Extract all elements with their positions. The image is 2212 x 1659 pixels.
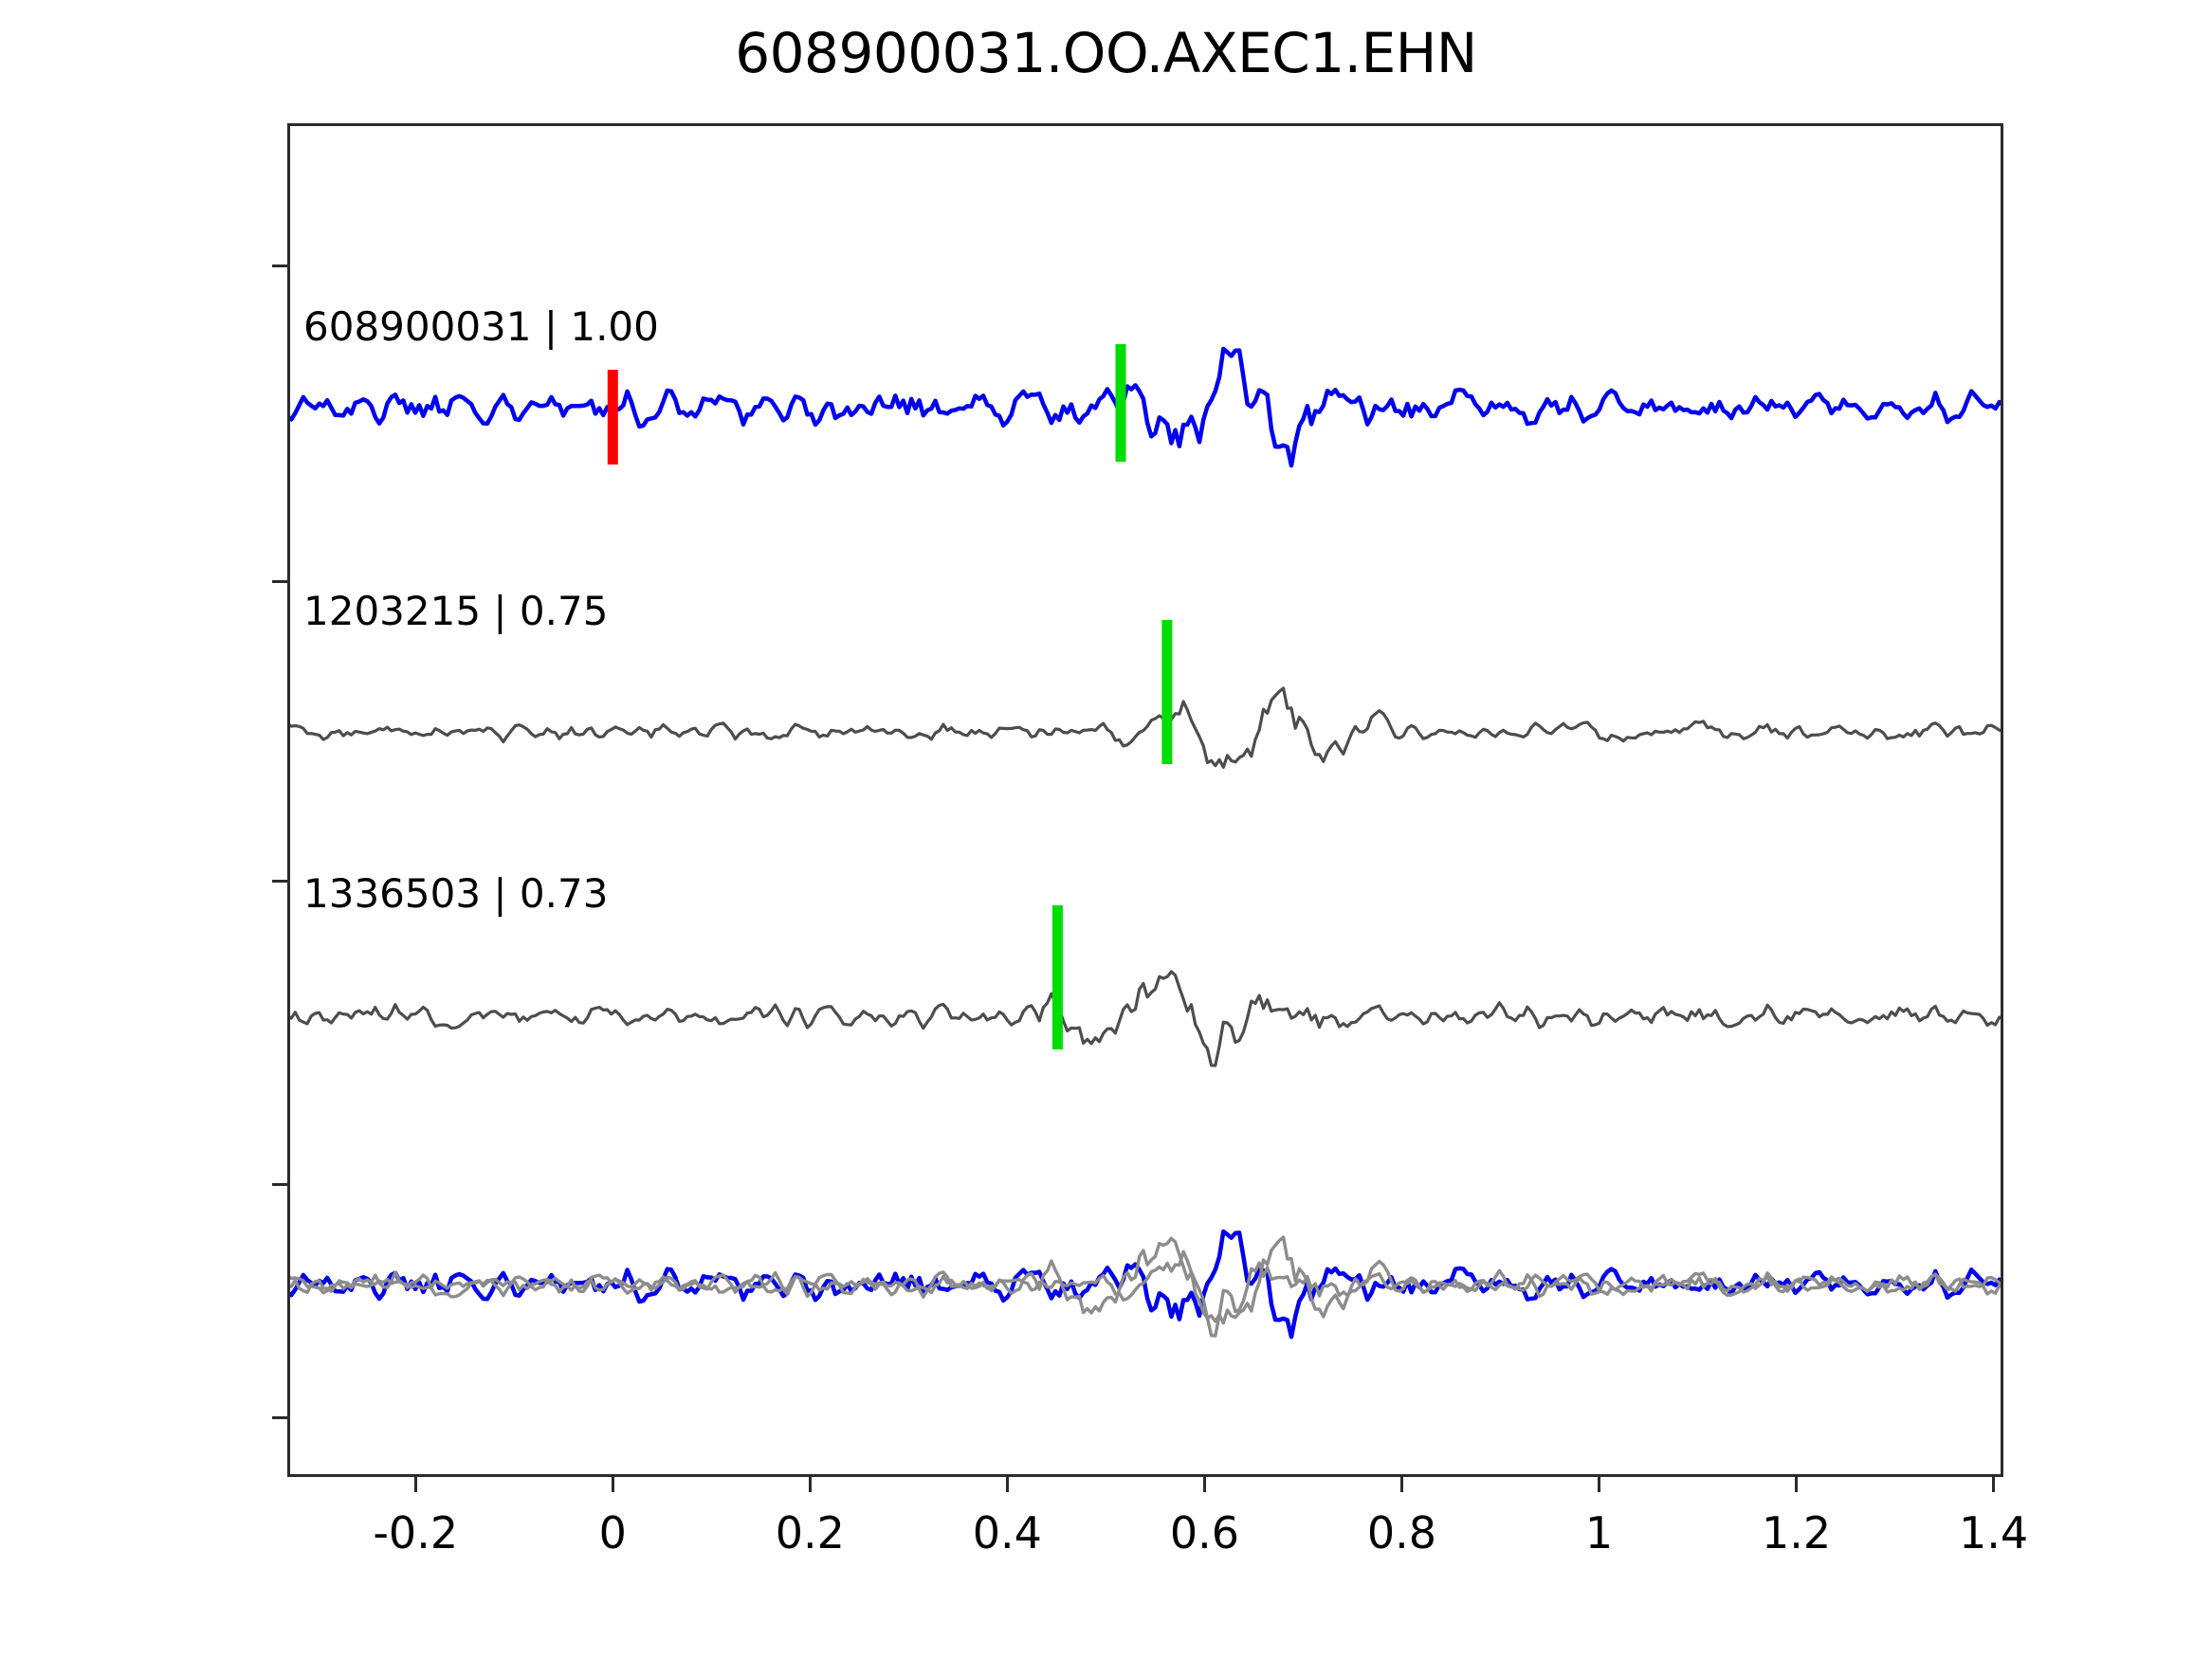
- x-tick-label-1: 1: [1584, 1507, 1614, 1559]
- s-pick-marker-608900031: [1115, 344, 1126, 462]
- x-tick-mark: [1399, 1477, 1403, 1492]
- figure-title: 608900031.OO.AXEC1.EHN: [735, 21, 1477, 85]
- trace-label-1336503: 1336503 | 0.73: [303, 870, 609, 917]
- trace-label-1203215: 1203215 | 0.75: [303, 588, 609, 634]
- x-tick-mark: [1992, 1477, 1996, 1492]
- waveform-trace-608900031: [287, 346, 2003, 468]
- plot-frame: [287, 123, 2003, 1477]
- s-pick-marker-1336503: [1051, 905, 1063, 1049]
- y-tick-mark-1: [272, 580, 287, 583]
- y-tick-mark-0: [272, 264, 287, 267]
- x-tick-mark: [1202, 1477, 1206, 1492]
- waveform-trace-1336503: [287, 970, 2003, 1067]
- waveform-trace-1203215: [287, 686, 2003, 769]
- x-tick-label-0.4: 0.4: [972, 1507, 1042, 1559]
- y-tick-mark-3: [272, 1183, 287, 1186]
- x-tick-label-0.8: 0.8: [1366, 1507, 1437, 1559]
- p-pick-marker-608900031: [607, 370, 618, 465]
- overlay-trace-1336503: [287, 1236, 2003, 1338]
- x-tick-mark: [611, 1477, 614, 1492]
- y-tick-mark-4: [272, 1416, 287, 1419]
- y-tick-mark-2: [272, 880, 287, 883]
- trace-label-608900031: 608900031 | 1.00: [303, 303, 659, 350]
- x-tick-mark: [413, 1477, 417, 1492]
- waveform-plot: [287, 344, 2003, 1340]
- x-tick-label-1.2: 1.2: [1761, 1507, 1832, 1559]
- x-tick-mark: [1598, 1477, 1600, 1492]
- x-tick-mark: [1795, 1477, 1799, 1492]
- x-tick-label-0: 0: [598, 1507, 627, 1559]
- x-tick-mark: [808, 1477, 812, 1492]
- s-pick-marker-1203215: [1161, 620, 1173, 764]
- x-tick-label-0.2: 0.2: [775, 1507, 845, 1559]
- x-tick-label-1.4: 1.4: [1959, 1507, 2029, 1559]
- x-tick-label-0.6: 0.6: [1169, 1507, 1239, 1559]
- x-tick-label--0.2: -0.2: [373, 1507, 459, 1559]
- x-tick-mark: [1005, 1477, 1009, 1492]
